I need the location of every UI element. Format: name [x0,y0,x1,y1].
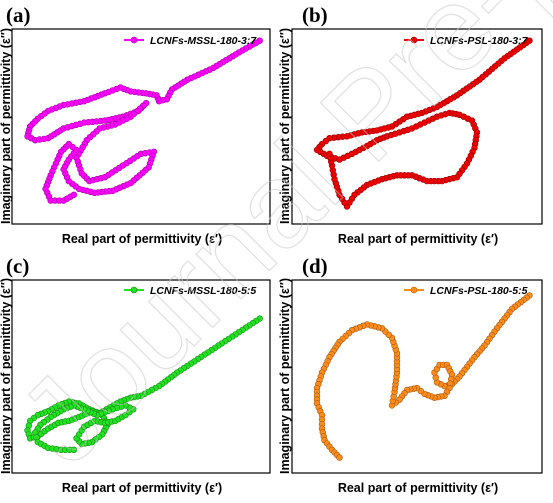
x-axis-label-c: Real part of permittivity (ε′) [62,481,222,495]
x-axis-label-b: Real part of permittivity (ε′) [338,232,498,246]
series-c [24,315,263,453]
legend-label-c: LCNFs-MSSL-180-5:5 [150,285,256,297]
legend-a: LCNFs-MSSL-180-3:7 [124,35,257,47]
y-axis-label-a: Imaginary part of permittivity (ε″) [0,28,13,224]
data-point [336,454,343,461]
panel-label-c: (c) [6,254,29,278]
legend-marker-b [410,36,418,44]
panel-label-d: (d) [302,254,328,278]
legend-c: LCNFs-MSSL-180-5:5 [124,285,256,297]
panel-label-b: (b) [302,3,328,27]
legend-marker-a [130,36,138,44]
y-axis-label-c: Imaginary part of permittivity (ε″) [0,278,13,474]
x-axis-label-a: Real part of permittivity (ε′) [62,232,222,246]
data-point [70,191,78,199]
series-a [24,37,263,204]
legend-marker-c [130,286,138,294]
legend-label-b: LCNFs-PSL-180-3:7 [430,35,529,47]
y-axis-label-d: Imaginary part of permittivity (ε″) [278,278,292,474]
legend-label-d: LCNFs-PSL-180-5:5 [430,285,528,297]
data-point [70,446,78,453]
legend-d: LCNFs-PSL-180-5:5 [404,285,528,297]
data-point [326,150,333,158]
panel-c: (c) LCNFs-MSSL-180-5:5 Real part of perm… [0,254,271,495]
x-axis-label-d: Real part of permittivity (ε′) [338,481,498,495]
series-b [313,37,533,210]
plot-frame-c [11,279,271,474]
series-d [313,292,533,461]
panel-b: (b) LCNFs-PSL-180-3:7 Real part of permi… [278,3,543,246]
legend-marker-d [410,286,418,294]
panel-d: (d) LCNFs-PSL-180-5:5 Real part of permi… [278,254,543,495]
legend-b: LCNFs-PSL-180-3:7 [404,35,529,47]
plot-frame-d [291,279,543,474]
panel-a: (a) LCNFs-MSSL-180-3:7 Real part of perm… [0,3,271,246]
legend-label-a: LCNFs-MSSL-180-3:7 [150,35,257,47]
y-axis-label-b: Imaginary part of permittivity (ε″) [278,28,292,224]
panel-label-a: (a) [6,3,31,27]
